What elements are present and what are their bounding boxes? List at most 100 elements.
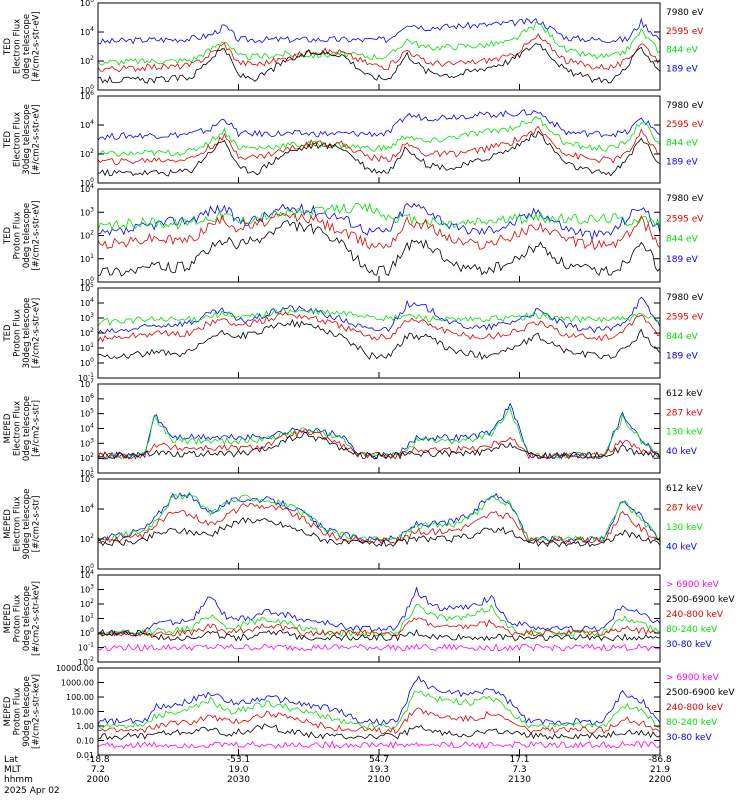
y-tick-label: 104: [80, 569, 94, 580]
footer-value: -86.8: [648, 755, 672, 765]
y-axis-label-line: [#/cm2-s-str-keV]: [32, 674, 42, 749]
series-line-green: [97, 115, 661, 157]
y-axis-label-line: 90deg telescope: [22, 676, 32, 747]
panel-5: 101 102 103 104 105 106 107 MEPED Electron Flux 0…: [3, 378, 703, 478]
series-line-black: [97, 432, 661, 460]
series-line-blue: [97, 202, 661, 242]
panel-6: 100 102 104 106 MEPED Electron Flux 90deg tele…: [3, 473, 703, 574]
y-axis-label-line: 0deg telescope: [22, 203, 32, 268]
y-axis-label-line: Electron Flux: [13, 496, 23, 551]
series-line-black: [97, 43, 661, 84]
legend-entry: 844 eV: [666, 235, 699, 245]
panel-4: 10-1 100 101 102 103 104 105 TED Proton Flux 30de…: [3, 282, 704, 383]
legend-entry: 189 eV: [666, 157, 699, 167]
panel-3: 100 101 102 103 104 TED Proton Flux 0deg telesc…: [3, 183, 704, 287]
y-tick-label: 1.00: [76, 722, 94, 731]
footer-value: 2000: [87, 775, 110, 785]
y-tick-label: 10000.00: [56, 664, 94, 673]
panel-frame: [97, 667, 661, 756]
y-tick-label: 102: [80, 533, 94, 544]
y-axis-label-line: Proton Flux: [13, 688, 23, 736]
series-line-black: [97, 517, 661, 548]
legend-entry: > 6900 keV: [666, 580, 720, 590]
y-axis-label-line: MEPED: [3, 413, 13, 443]
series-line-blue: [97, 586, 661, 637]
y-tick-label: 101: [80, 613, 94, 624]
y-tick-label: 0.01: [76, 751, 94, 760]
y-tick-label: 106: [80, 0, 94, 8]
legend-entry: 2595 eV: [666, 120, 704, 130]
y-tick-label: 106: [80, 393, 94, 404]
y-tick-label: 100: [80, 627, 94, 638]
y-tick-label: 102: [80, 148, 94, 159]
legend-entry: 287 keV: [666, 408, 703, 418]
series-line-red: [97, 33, 661, 73]
panel-frame: [97, 383, 661, 474]
legend-entry: 2500-6900 keV: [666, 688, 735, 698]
y-tick-label: 101: [80, 342, 94, 353]
legend-entry: 40 keV: [666, 447, 698, 457]
series-line-green: [97, 307, 661, 327]
legend-entry: 30-80 keV: [666, 733, 712, 743]
legend-entry: 612 keV: [666, 484, 703, 494]
footer-value: 17.1: [509, 755, 529, 765]
panel-7: 10-2 10-1 100 101 102 103 104 MEPED Proton Flux 0…: [3, 569, 735, 667]
y-tick-label: 102: [80, 598, 94, 609]
y-axis-label-line: TED: [3, 37, 13, 56]
legend-entry: 130 keV: [666, 428, 703, 438]
y-axis-label-line: 30deg telescope: [22, 298, 32, 369]
y-tick-label: 10.00: [71, 708, 94, 717]
footer-value: 2130: [508, 775, 531, 785]
series-line-black: [97, 220, 661, 277]
legend-entry: 844 eV: [666, 139, 699, 149]
y-axis-label-line: TED: [3, 130, 13, 149]
legend-entry: 2595 eV: [666, 27, 704, 37]
panel-frame: [97, 2, 661, 91]
y-tick-label: 105: [80, 282, 94, 293]
footer-date: 2025 Apr 02: [4, 786, 60, 796]
y-axis-label-line: MEPED: [3, 509, 13, 539]
series-line-green: [97, 21, 661, 66]
y-axis-label: MEPED Proton Flux 90deg telescope [#/cm2-s-…: [3, 674, 42, 749]
series-line-green: [97, 690, 661, 730]
y-tick-label: 102: [80, 55, 94, 66]
y-tick-label: 10-1: [78, 372, 94, 383]
footer-row-label: Lat: [4, 755, 19, 765]
series-line-black: [97, 130, 661, 177]
y-axis-label: TED Proton Flux 0deg telescope [#/cm2-s-str…: [3, 200, 42, 270]
legend-entry: 189 eV: [666, 352, 699, 362]
series-line-blue: [97, 109, 661, 141]
y-axis-label: MEPED Electron Flux 90deg telescope [#/cm2-…: [3, 489, 42, 560]
panel-8: 0.01 0.10 1.00 10.00 100.00 1000.00 10000.00 ME…: [3, 664, 735, 760]
legend-entry: > 6900 keV: [666, 673, 720, 683]
y-axis-label-line: 0deg telescope: [22, 396, 32, 461]
y-axis-label-line: MEPED: [3, 603, 13, 633]
legend-entry: 80-240 keV: [666, 625, 718, 635]
y-axis-label-line: [#/cm2-s-str-eV]: [32, 200, 42, 270]
series-line-black: [98, 723, 661, 741]
legend-entry: 7980 eV: [666, 8, 704, 18]
footer-value: 2030: [227, 775, 250, 785]
y-tick-label: 102: [80, 452, 94, 463]
footer-value: 19.3: [369, 765, 389, 775]
legend-entry: 7980 eV: [666, 101, 704, 111]
legend-entry: 612 keV: [666, 389, 703, 399]
footer-value: 21.9: [650, 765, 670, 775]
legend-entry: 30-80 keV: [666, 640, 712, 650]
y-tick-label: 100: [80, 276, 94, 287]
y-axis-label-line: Proton Flux: [13, 595, 23, 643]
panel-2: 100 102 104 106 TED Electron Flux 30deg telesc…: [3, 90, 704, 188]
y-tick-label: 10-1: [78, 642, 94, 653]
series-line-black: [98, 629, 661, 642]
y-tick-label: 104: [80, 423, 94, 434]
y-tick-label: 106: [80, 473, 94, 484]
y-tick-label: 106: [80, 90, 94, 101]
footer-value: -53.1: [227, 755, 250, 765]
footer-row-label: hhmm: [4, 775, 33, 785]
y-axis-label-line: 0deg telescope: [22, 14, 32, 79]
footer-value: 54.7: [369, 755, 389, 765]
footer-value: 7.2: [91, 765, 105, 775]
y-axis-label: MEPED Electron Flux 0deg telescope [#/cm2-s…: [3, 396, 42, 461]
